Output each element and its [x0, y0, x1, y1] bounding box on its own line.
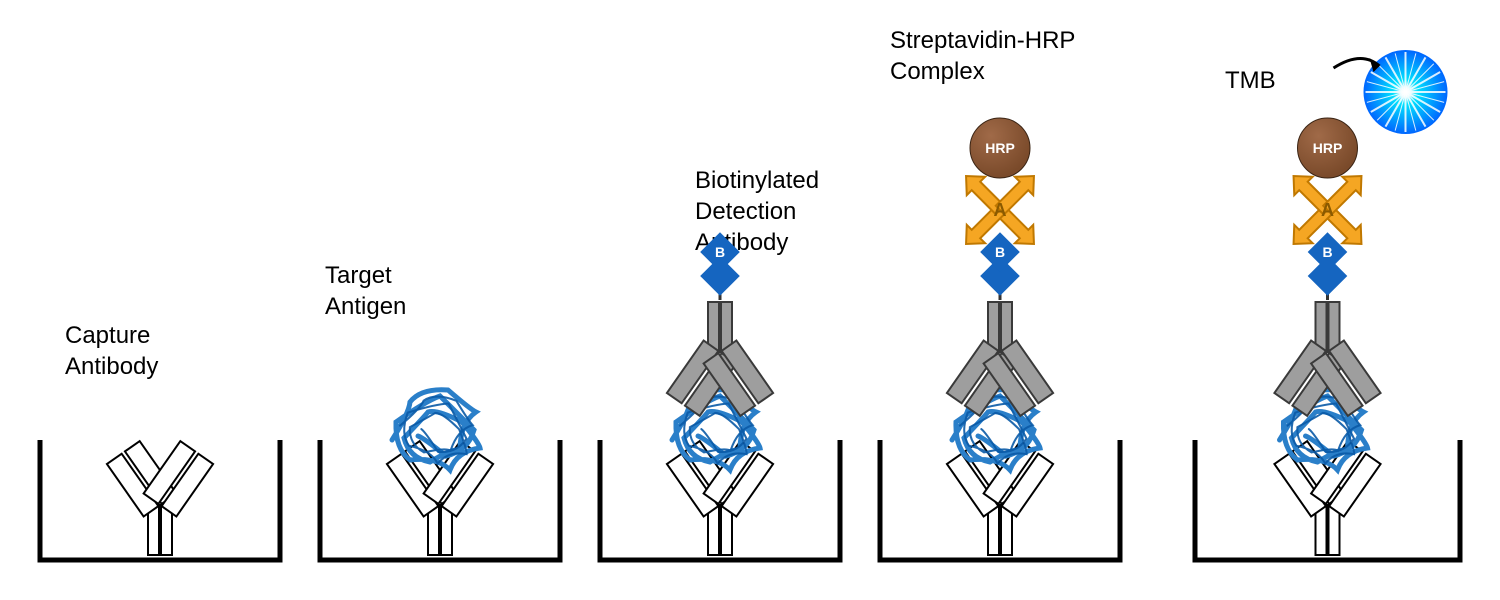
elisa-step-3: B	[590, 0, 850, 580]
svg-text:B: B	[1322, 244, 1332, 260]
elisa-step-1	[30, 0, 290, 580]
svg-text:A: A	[994, 200, 1007, 220]
elisa-step-2	[310, 0, 570, 580]
elisa-step-5: B A HRP	[1185, 0, 1470, 580]
svg-text:HRP: HRP	[1313, 140, 1343, 156]
elisa-step-4: B A HRP	[870, 0, 1130, 580]
svg-text:B: B	[995, 244, 1005, 260]
svg-text:B: B	[715, 244, 725, 260]
svg-text:HRP: HRP	[985, 140, 1015, 156]
svg-text:A: A	[1321, 200, 1334, 220]
